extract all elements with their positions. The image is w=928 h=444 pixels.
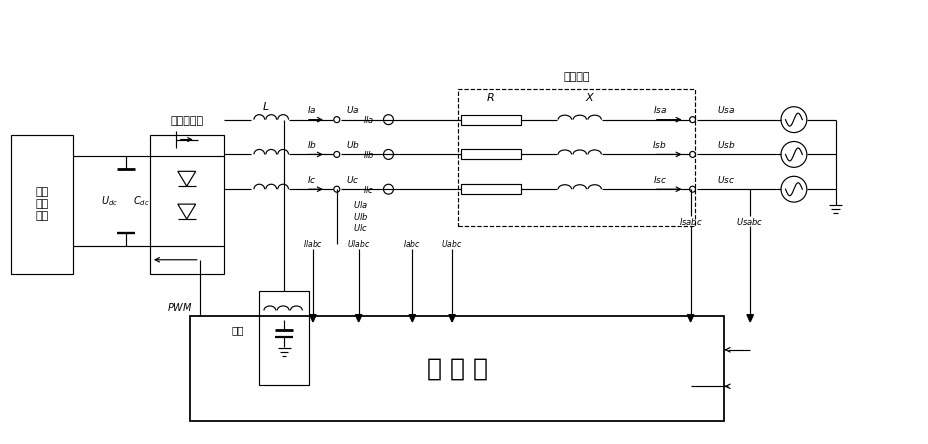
Text: $U_{dc}$: $U_{dc}$ [100,194,118,208]
Text: 控 制 器: 控 制 器 [426,357,487,381]
Polygon shape [309,315,316,322]
Polygon shape [746,315,753,322]
Text: $Isabc$: $Isabc$ [678,215,702,226]
Text: $Ulc$: $Ulc$ [353,222,367,234]
Text: $Ula$: $Ula$ [353,198,367,210]
Polygon shape [448,315,455,322]
Text: 光伏
系统
输出: 光伏 系统 输出 [35,187,49,221]
Polygon shape [408,315,415,322]
Polygon shape [355,315,362,322]
Bar [149,135,224,274]
Text: $R$: $R$ [485,91,494,103]
Bar [11,135,73,274]
Text: $L$: $L$ [263,100,270,112]
Text: $Uc$: $Uc$ [345,174,359,185]
Text: $Ia$: $Ia$ [307,104,316,115]
Text: $Isb$: $Isb$ [651,139,666,150]
Text: $Usb$: $Usb$ [716,139,735,150]
Bar [460,150,520,159]
Text: $Isa$: $Isa$ [652,104,666,115]
Bar [460,184,520,194]
Text: $Ilc$: $Ilc$ [363,184,374,195]
Text: $Ulabc$: $Ulabc$ [347,238,370,250]
Text: 负荷: 负荷 [231,325,243,335]
Text: $Ua$: $Ua$ [345,104,359,115]
Text: $PWM$: $PWM$ [167,301,192,313]
Bar [460,115,520,125]
Text: $Usabc$: $Usabc$ [736,215,763,226]
Text: 低压线路: 低压线路 [562,72,589,82]
Text: $Ilabc$: $Ilabc$ [303,238,323,250]
Bar [189,317,724,421]
Text: $Iabc$: $Iabc$ [403,238,420,250]
Polygon shape [687,315,693,322]
Text: $Ulb$: $Ulb$ [353,210,367,222]
Bar [259,290,309,385]
Text: $Isc$: $Isc$ [652,174,666,185]
Text: $Ila$: $Ila$ [363,114,374,125]
Text: $Usc$: $Usc$ [716,174,735,185]
Text: $C_{dc}$: $C_{dc}$ [133,194,149,208]
Text: $Ilb$: $Ilb$ [362,149,374,160]
Text: $X$: $X$ [585,91,595,103]
Text: $Uabc$: $Uabc$ [441,238,462,250]
Text: 功率变换器: 功率变换器 [170,115,203,126]
Text: $Usa$: $Usa$ [716,104,735,115]
Bar [458,89,694,226]
Text: $Ic$: $Ic$ [307,174,316,185]
Text: $Ib$: $Ib$ [306,139,316,150]
Text: $Ub$: $Ub$ [345,139,359,150]
